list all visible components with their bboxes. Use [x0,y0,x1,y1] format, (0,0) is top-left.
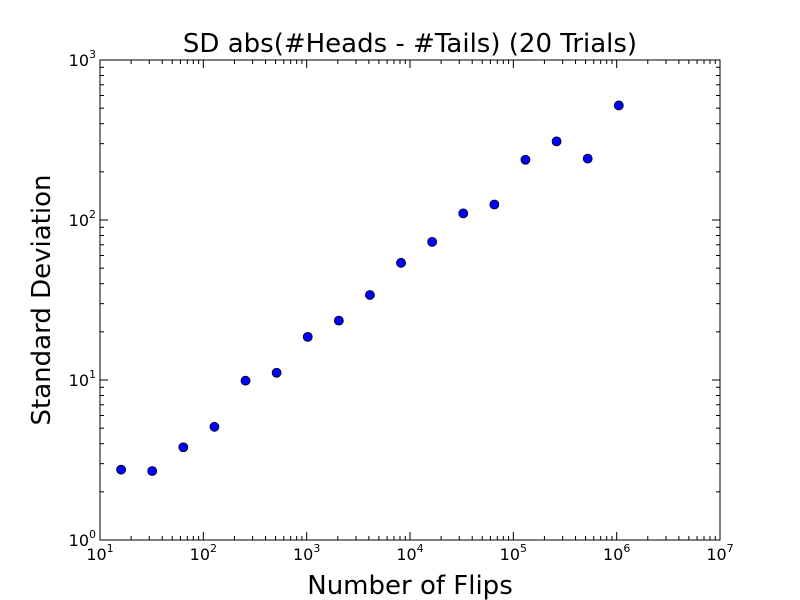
plot-frame [99,59,721,541]
x-tick-label: 103 [293,542,320,564]
data-point [427,236,438,247]
data-point [209,421,220,432]
y-tick-label: 100 [69,528,96,550]
data-point [302,331,313,342]
data-points [116,100,624,476]
data-point [613,100,624,111]
x-axis-label: Number of Flips [307,571,513,600]
chart-title: SD abs(#Heads - #Tails) (20 Trials) [183,29,637,59]
data-point [116,464,126,475]
data-point [147,466,158,476]
data-point [396,257,406,268]
data-point [489,199,500,210]
data-point [333,315,344,326]
y-tick-label: 101 [69,368,96,390]
x-tick-label: 105 [500,542,527,564]
x-tick-label: 101 [86,542,113,564]
data-point [520,154,531,165]
x-tick-label: 107 [706,542,733,564]
x-tick-label: 104 [396,542,423,564]
x-tick-label: 102 [190,542,217,564]
data-point [240,375,251,386]
data-point [178,442,189,453]
data-point [365,290,375,300]
y-axis-label: Standard Deviation [27,175,57,426]
data-point [458,208,469,219]
data-point [582,153,593,164]
data-point [551,136,562,147]
x-tick-label: 106 [603,542,630,564]
axis-ticks [99,59,721,541]
y-tick-label: 103 [69,48,96,70]
y-tick-label: 102 [69,208,96,230]
data-point [271,367,282,378]
